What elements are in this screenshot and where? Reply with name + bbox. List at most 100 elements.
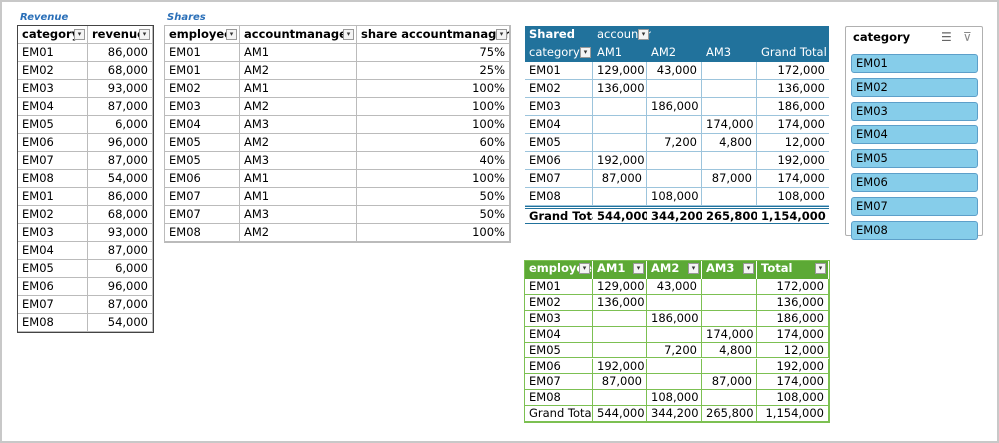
filter-button[interactable]: ▾ xyxy=(815,263,826,274)
filter-button[interactable]: ▾ xyxy=(688,263,699,274)
table-cell: 129,000 xyxy=(593,279,647,295)
slicer-item[interactable]: EM08 xyxy=(851,220,978,240)
column-header: AM3 xyxy=(706,45,732,59)
pivot-cell: EM07 xyxy=(525,170,593,188)
table-cell: AM2 xyxy=(240,224,357,242)
filter-button[interactable]: ▾ xyxy=(74,29,85,40)
pivot-cell: 4,800 xyxy=(702,134,757,152)
column-header: Grand Total xyxy=(761,45,827,59)
clear-filter-icon[interactable]: ⊽ xyxy=(963,30,972,44)
pivot-cell: 108,000 xyxy=(647,188,702,206)
pivot-total: 1,154,000 xyxy=(757,206,829,224)
table-cell: EM02 xyxy=(18,62,88,80)
pivot-cell xyxy=(702,62,757,80)
column-header[interactable]: revenue ▾ xyxy=(88,26,153,44)
column-header: AM1 xyxy=(597,45,623,59)
table-cell: EM08 xyxy=(525,390,593,407)
pivot-cell: 87,000 xyxy=(702,170,757,188)
pivot-cell: EM02 xyxy=(525,80,593,98)
pivot-cell: 136,000 xyxy=(757,80,829,98)
pivot-cell xyxy=(593,116,647,134)
column-field[interactable]: accountmanager▾ xyxy=(593,26,651,44)
pivot-cell: 7,200 xyxy=(647,134,702,152)
column-header[interactable]: employee ▾ xyxy=(165,26,240,44)
pivot-cell: 186,000 xyxy=(757,98,829,116)
slicer-item[interactable]: EM03 xyxy=(851,101,978,121)
pivot-title: Shared xyxy=(529,27,575,41)
pivot-cell xyxy=(647,152,702,170)
column-header[interactable]: category ▾ xyxy=(18,26,88,44)
pivot-cell: 172,000 xyxy=(757,62,829,80)
column-header[interactable]: AM2 ▾ xyxy=(647,260,702,279)
table-border xyxy=(524,260,830,424)
table-cell xyxy=(702,279,757,295)
multi-select-icon[interactable]: ☰ xyxy=(941,30,952,44)
filter-button[interactable]: ▾ xyxy=(226,29,237,40)
column-header: AM2 xyxy=(651,45,677,59)
table-cell: EM07 xyxy=(165,206,240,224)
pivot-total: Grand Total xyxy=(525,206,593,224)
filter-button[interactable]: ▾ xyxy=(633,263,644,274)
filter-button[interactable]: ▾ xyxy=(496,29,507,40)
pivot-cell: 136,000 xyxy=(593,80,647,98)
slicer-item[interactable]: EM01 xyxy=(851,54,978,73)
column-header[interactable]: AM3 ▾ xyxy=(702,260,757,279)
table-cell: EM06 xyxy=(525,358,593,375)
table-cell: EM05 xyxy=(165,134,240,152)
table-cell: 108,000 xyxy=(757,390,829,407)
table-cell xyxy=(593,342,647,359)
table-cell: 265,800 xyxy=(702,406,757,423)
table-cell: 100% xyxy=(357,80,510,98)
filter-button[interactable]: ▾ xyxy=(638,29,649,40)
slicer-item[interactable]: EM05 xyxy=(851,149,978,169)
pivot-cell: 12,000 xyxy=(757,134,829,152)
table-cell: 87,000 xyxy=(88,98,153,116)
table-cell: EM06 xyxy=(18,134,88,152)
filter-button[interactable]: ▾ xyxy=(139,29,150,40)
table-cell xyxy=(647,358,702,375)
table-cell: 186,000 xyxy=(757,310,829,327)
filter-button[interactable]: ▾ xyxy=(343,29,354,40)
slicer-item[interactable]: EM07 xyxy=(851,196,978,216)
table-cell: EM01 xyxy=(165,44,240,62)
table-cell: 174,000 xyxy=(757,326,829,343)
slicer-item[interactable]: EM06 xyxy=(851,173,978,192)
pivot-cell xyxy=(593,134,647,152)
table-cell: AM1 xyxy=(240,44,357,62)
table-cell: 96,000 xyxy=(88,278,153,296)
table-cell: AM3 xyxy=(240,206,357,224)
pivot-cell xyxy=(702,188,757,206)
column-header[interactable]: share accountmanager ▾ xyxy=(357,26,510,44)
table-cell xyxy=(702,294,757,311)
table-cell xyxy=(702,358,757,375)
column-header[interactable]: accountmanager ▾ xyxy=(240,26,357,44)
pivot-cell xyxy=(647,80,702,98)
table-cell: EM04 xyxy=(18,242,88,260)
filter-button[interactable]: ▾ xyxy=(580,47,591,58)
slicer-item[interactable]: EM04 xyxy=(851,125,978,145)
pivot-cell: 174,000 xyxy=(702,116,757,134)
filter-button[interactable]: ▾ xyxy=(579,263,590,274)
pivot-cell xyxy=(593,98,647,116)
table-cell: 136,000 xyxy=(757,294,829,311)
column-header[interactable]: Total ▾ xyxy=(757,260,829,279)
pivot-cell: EM05 xyxy=(525,134,593,152)
table-cell: 87,000 xyxy=(88,296,153,314)
column-header[interactable]: employee ▾ xyxy=(525,260,593,279)
slicer-item[interactable]: EM02 xyxy=(851,77,978,97)
table-cell: 43,000 xyxy=(647,279,702,295)
table-cell: AM2 xyxy=(240,134,357,152)
table-cell: EM04 xyxy=(165,116,240,134)
column-header[interactable]: category ▾ xyxy=(525,44,593,62)
pivot-cell: EM08 xyxy=(525,188,593,206)
table-cell: 100% xyxy=(357,116,510,134)
table-label: Revenue xyxy=(20,12,69,23)
pivot-cell: 43,000 xyxy=(647,62,702,80)
table-cell: 87,000 xyxy=(702,374,757,391)
pivot-cell xyxy=(647,116,702,134)
pivot-cell xyxy=(702,152,757,170)
filter-button[interactable]: ▾ xyxy=(743,263,754,274)
table-cell: 96,000 xyxy=(88,134,153,152)
column-header[interactable]: AM1 ▾ xyxy=(593,260,647,279)
pivot-total: 544,000 xyxy=(593,206,647,224)
